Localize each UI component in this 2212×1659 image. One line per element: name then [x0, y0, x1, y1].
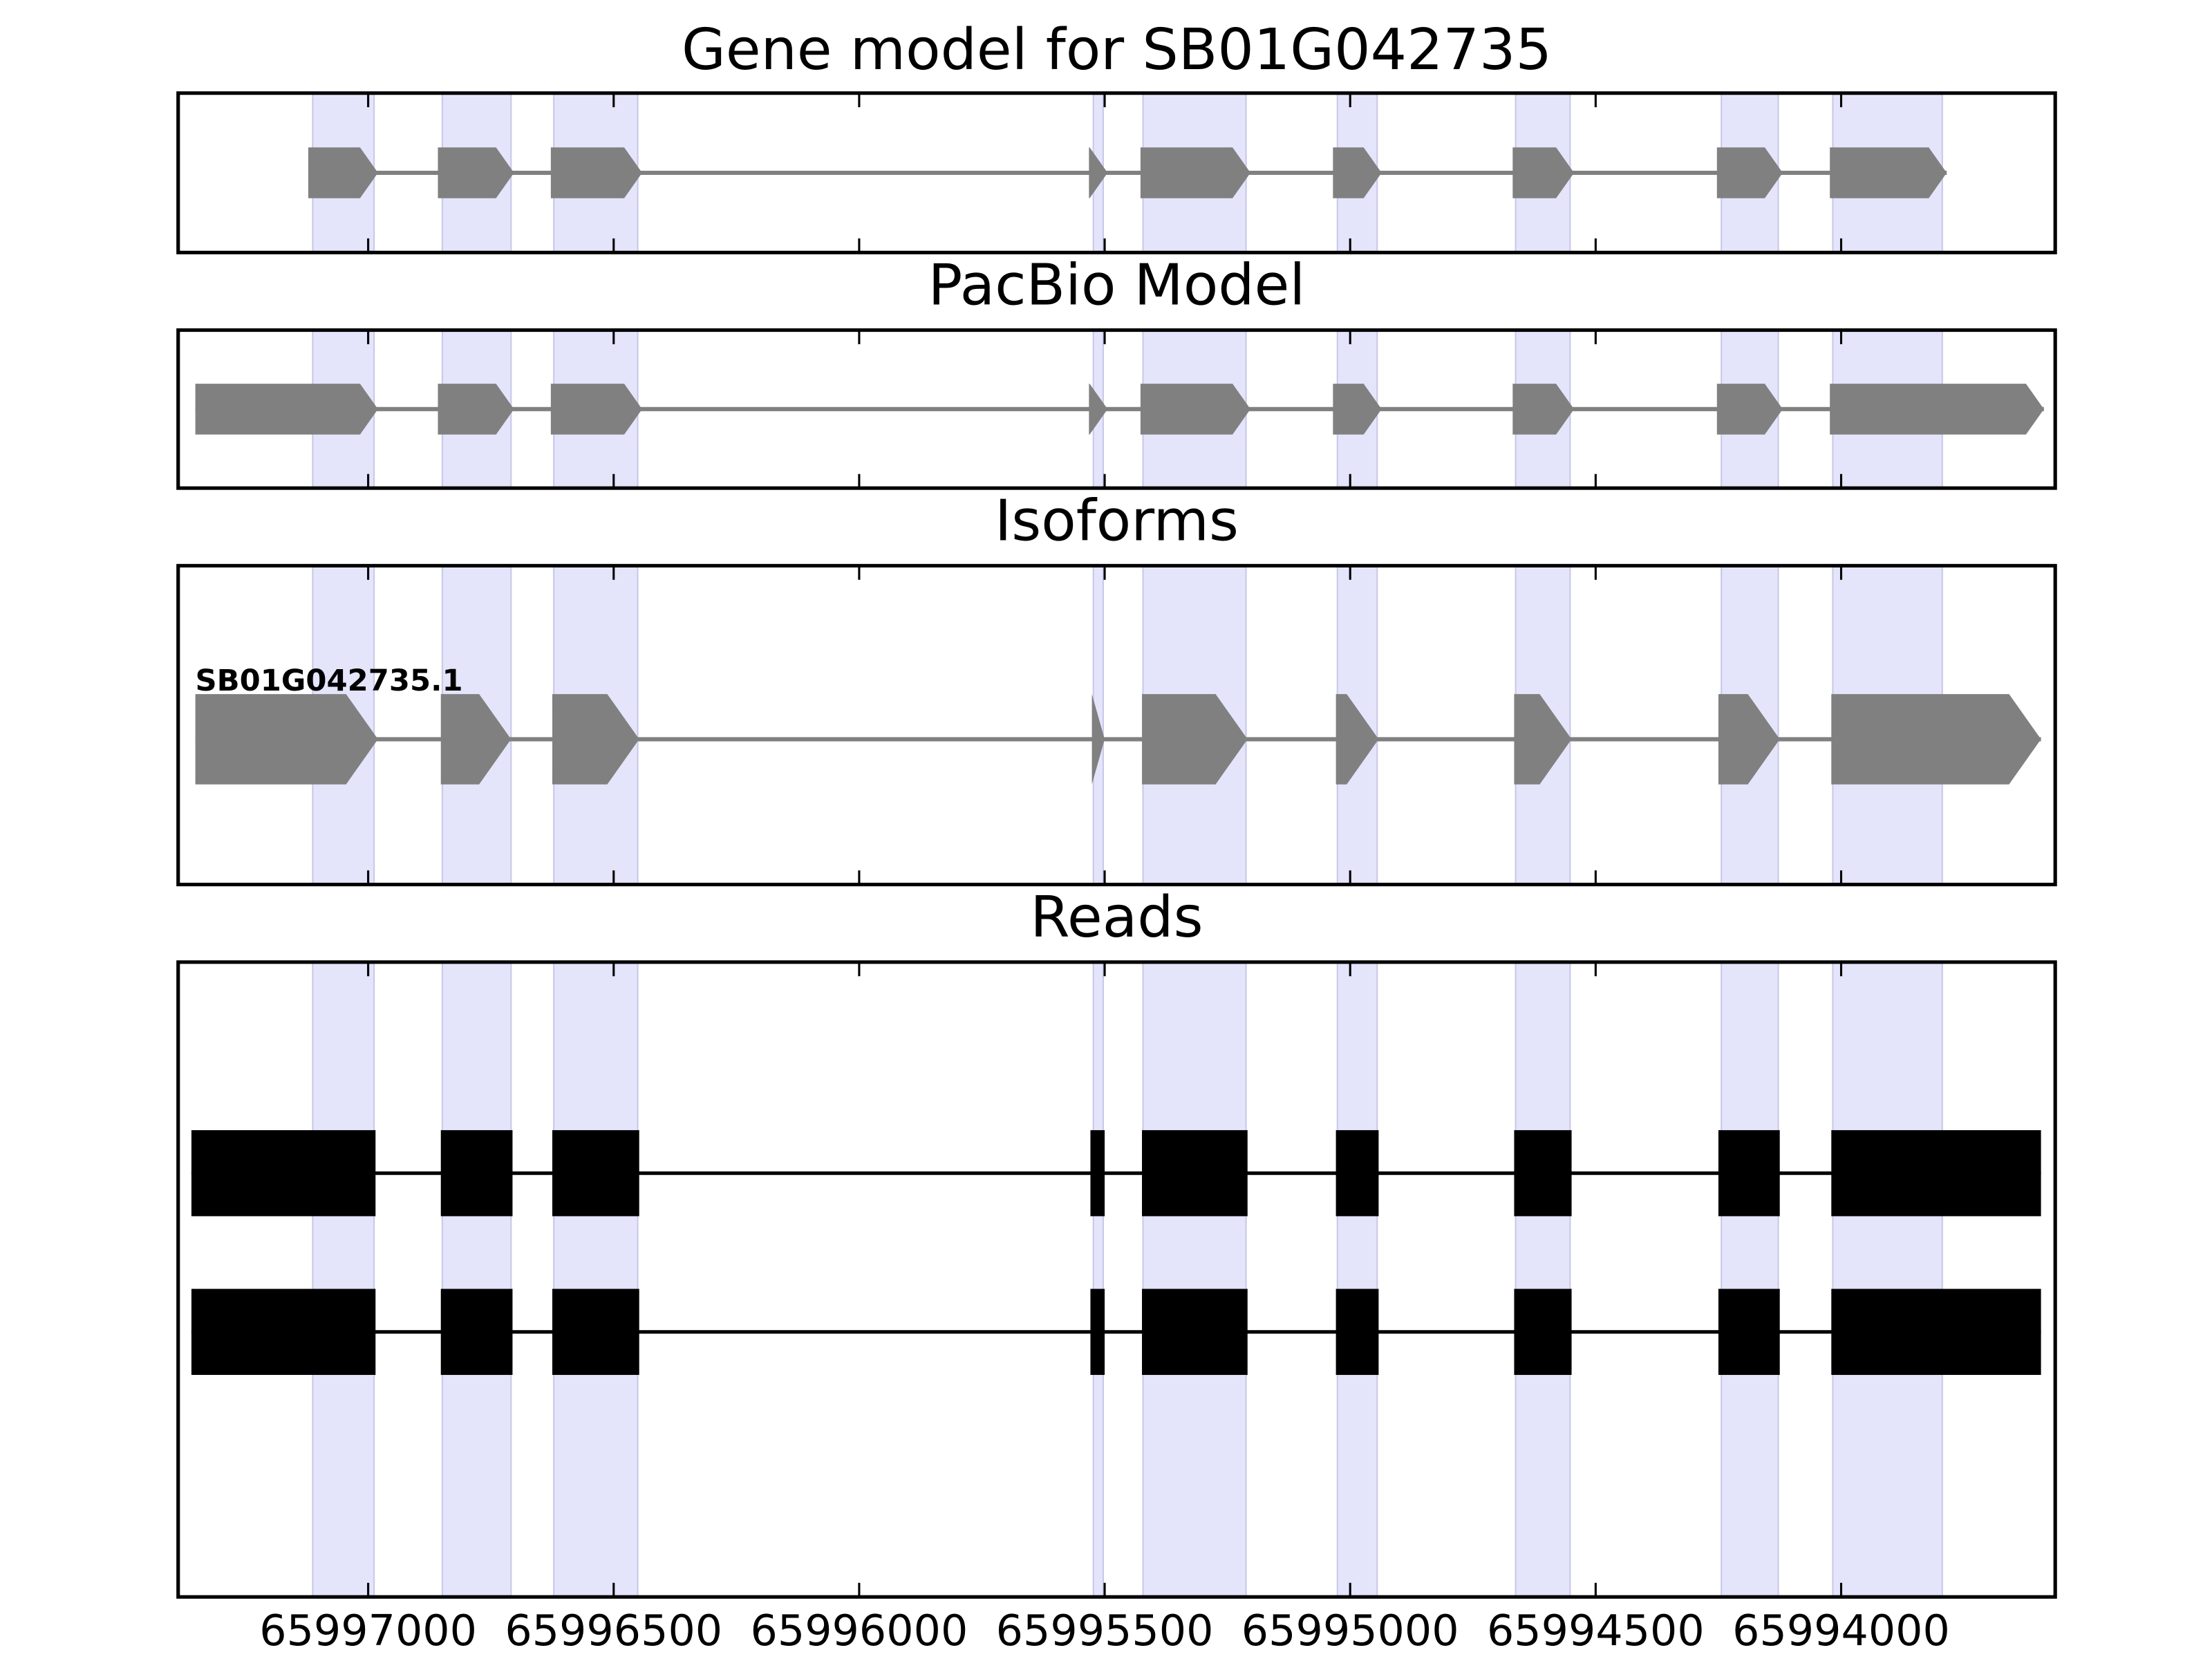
exon	[1716, 147, 1783, 198]
read-block	[1718, 1288, 1780, 1376]
exon	[1830, 147, 1947, 198]
read-block	[1090, 1288, 1105, 1376]
exon	[1718, 694, 1780, 785]
panel-frame	[176, 960, 2057, 1599]
exon	[552, 694, 639, 785]
exon	[308, 147, 378, 198]
x-tick-label: 65996000	[751, 1606, 968, 1656]
exon	[1089, 384, 1108, 435]
panel-title: Isoforms	[995, 489, 1239, 554]
read-block	[1142, 1130, 1248, 1217]
exon	[1091, 694, 1105, 785]
panel-title: Gene model for SB01G042735	[682, 17, 1552, 83]
exon	[550, 147, 642, 198]
read-block	[191, 1288, 376, 1376]
panel-title: Reads	[1030, 885, 1203, 950]
read-block	[440, 1288, 513, 1376]
exon	[550, 384, 642, 435]
exon	[195, 694, 378, 785]
exon-shade	[1515, 961, 1571, 1598]
read-block	[1718, 1130, 1780, 1217]
exon-shade	[441, 961, 512, 1598]
read-block	[552, 1288, 639, 1376]
exon-shade	[1721, 961, 1779, 1598]
read-block	[1514, 1130, 1572, 1217]
panel-frame	[176, 328, 2057, 490]
read-block	[1831, 1288, 2041, 1376]
read-block	[191, 1130, 376, 1217]
x-tick-label: 65997000	[259, 1606, 477, 1656]
exon	[1333, 384, 1382, 435]
exon	[1335, 694, 1379, 785]
read-block	[1335, 1130, 1379, 1217]
exon-shade	[1142, 961, 1247, 1598]
exon	[1142, 694, 1248, 785]
read-block	[1335, 1288, 1379, 1376]
read-block	[1142, 1288, 1248, 1376]
x-tick-label: 65995500	[996, 1606, 1214, 1656]
exon-shade	[1832, 961, 1943, 1598]
exon-shade	[1092, 961, 1104, 1598]
exon	[1514, 694, 1572, 785]
exon	[440, 694, 512, 785]
panel-frame	[176, 563, 2057, 887]
exon	[438, 384, 514, 435]
exon	[1512, 147, 1575, 198]
x-tick-label: 65995000	[1241, 1606, 1459, 1656]
exon	[438, 147, 514, 198]
exon-shade	[553, 961, 639, 1598]
panel-frame	[176, 91, 2057, 254]
exon	[1140, 384, 1251, 435]
exon	[1140, 147, 1251, 198]
read-block	[1514, 1288, 1572, 1376]
exon-shade	[1336, 961, 1378, 1598]
x-tick-label: 65996500	[505, 1606, 722, 1656]
exon	[1512, 384, 1575, 435]
exon	[195, 384, 378, 435]
isoform-label: SB01G042735.1	[195, 664, 462, 698]
read-block	[1831, 1130, 2041, 1217]
exon	[1830, 384, 2044, 435]
x-tick-label: 65994500	[1487, 1606, 1705, 1656]
read-block	[552, 1130, 639, 1217]
exon	[1716, 384, 1783, 435]
panel-title: PacBio Model	[928, 253, 1306, 319]
read-block	[440, 1130, 513, 1217]
exon-shade	[312, 961, 375, 1598]
x-tick-label: 65994000	[1732, 1606, 1950, 1656]
read-block	[1090, 1130, 1105, 1217]
exon	[1831, 694, 2041, 785]
exon	[1089, 147, 1108, 198]
exon	[1333, 147, 1382, 198]
